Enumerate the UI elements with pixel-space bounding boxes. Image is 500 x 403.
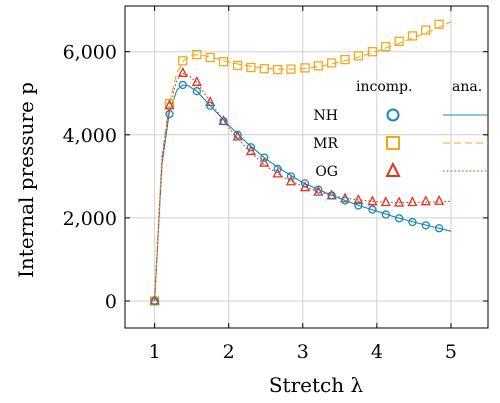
marker-mr-12	[313, 61, 324, 71]
marker-mr-15	[353, 51, 364, 61]
x-tick-label-2: 3	[297, 341, 309, 363]
marker-mr-10	[286, 64, 296, 74]
marker-og-1	[164, 99, 175, 110]
marker-nh-5	[219, 116, 228, 126]
marker-og-4	[205, 95, 216, 107]
marker-mr-19	[407, 31, 418, 41]
marker-nh-20	[421, 221, 430, 230]
marker-og-6	[232, 130, 243, 141]
marker-og-16	[367, 195, 378, 206]
legend-rows: NH MR OG	[313, 108, 488, 180]
marker-nh-1	[165, 109, 174, 119]
marker-mr-4	[205, 52, 215, 63]
marker-nh-9	[273, 164, 282, 174]
marker-og-18	[394, 196, 405, 207]
x-tick-label-0: 1	[149, 341, 161, 363]
marker-og-21	[434, 194, 445, 205]
marker-mr-21	[434, 19, 444, 29]
marker-og-10	[285, 175, 296, 186]
legend-marker-nh	[386, 108, 400, 122]
marker-mr-9	[272, 64, 283, 75]
marker-nh-8	[260, 153, 269, 162]
marker-mr-5	[218, 57, 229, 67]
marker-og-8	[259, 156, 270, 167]
marker-mr-14	[340, 54, 350, 65]
y-tick-label-1: 2,000	[63, 208, 117, 230]
marker-nh-16	[368, 205, 377, 214]
legend-marker-mr	[386, 136, 400, 150]
marker-nh-21	[434, 224, 444, 233]
marker-mr-11	[300, 63, 310, 73]
legend-label-mr: MR	[313, 136, 338, 152]
incompressible-markers	[149, 19, 445, 306]
marker-nh-0	[150, 296, 159, 306]
marker-nh-18	[394, 214, 404, 223]
x-tick-label-1: 2	[223, 341, 235, 363]
marker-og-2	[177, 66, 188, 77]
marker-mr-6	[232, 60, 243, 71]
axis-ticks: 1 2 3 4 5 0 2,000 4,000 6,000	[63, 6, 488, 363]
marker-nh-15	[354, 201, 363, 210]
y-axis-title: Internal pressure p	[14, 82, 38, 278]
marker-nh-3	[192, 87, 202, 96]
marker-mr-18	[394, 36, 404, 46]
y-tick-label-3: 6,000	[63, 42, 117, 64]
marker-og-19	[407, 196, 418, 207]
marker-mr-7	[246, 62, 256, 73]
marker-og-20	[420, 195, 431, 206]
legend-header-incomp: incomp.	[356, 79, 412, 95]
x-axis-title: Stretch λ	[269, 373, 364, 397]
legend-header-ana: ana.	[452, 79, 482, 95]
marker-mr-16	[367, 47, 378, 57]
marker-og-17	[380, 196, 391, 207]
marker-nh-12	[314, 185, 323, 194]
marker-nh-14	[340, 196, 350, 205]
grid	[125, 6, 488, 328]
marker-nh-13	[327, 191, 336, 200]
x-tick-label-4: 5	[445, 341, 457, 363]
marker-nh-10	[286, 172, 296, 181]
marker-nh-7	[246, 143, 256, 152]
marker-mr-20	[421, 25, 431, 35]
legend: incomp. ana. NH MR OG	[313, 79, 488, 180]
y-tick-label-2: 4,000	[63, 125, 117, 147]
marker-nh-6	[233, 130, 242, 139]
marker-nh-4	[206, 101, 215, 110]
marker-nh-19	[408, 217, 417, 227]
legend-marker-og	[385, 161, 401, 177]
marker-mr-2	[178, 56, 188, 66]
y-tick-label-0: 0	[105, 291, 117, 313]
legend-label-og: OG	[315, 164, 338, 180]
marker-og-9	[272, 167, 283, 178]
marker-nh-2	[178, 80, 187, 90]
x-tick-label-3: 4	[371, 341, 383, 363]
marker-og-15	[353, 193, 364, 205]
marker-mr-8	[259, 64, 269, 74]
legend-label-nh: NH	[314, 108, 338, 124]
marker-nh-11	[300, 179, 310, 188]
marker-nh-17	[381, 210, 390, 219]
plot-frame	[124, 5, 489, 329]
marker-mr-13	[327, 58, 337, 68]
marker-mr-17	[381, 42, 391, 52]
marker-og-3	[191, 75, 202, 87]
marker-og-12	[313, 185, 324, 196]
marker-mr-3	[192, 49, 202, 60]
